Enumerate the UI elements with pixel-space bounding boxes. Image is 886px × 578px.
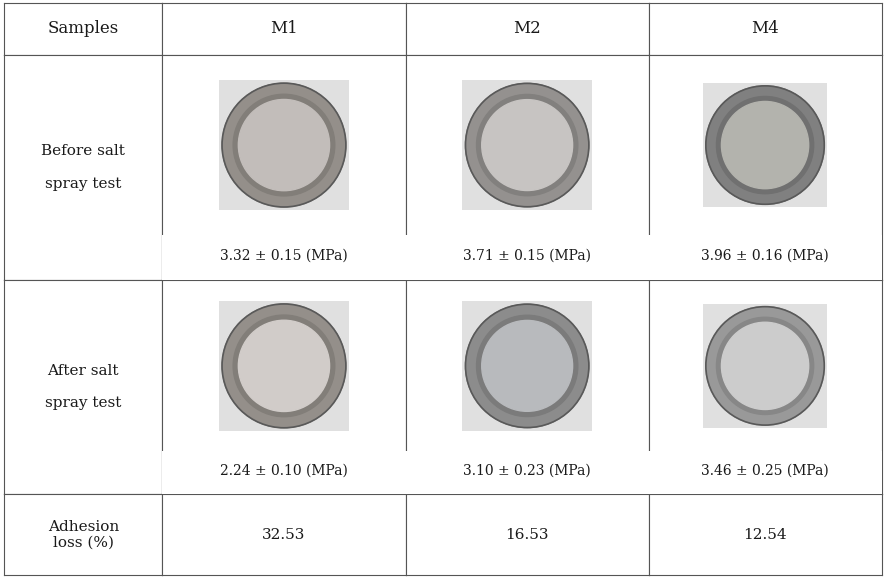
Circle shape bbox=[465, 304, 589, 428]
Text: 2.24 ± 0.10 (MPa): 2.24 ± 0.10 (MPa) bbox=[220, 464, 348, 477]
Text: Adhesion
loss (%): Adhesion loss (%) bbox=[48, 520, 119, 550]
Text: 3.46 ± 0.25 (MPa): 3.46 ± 0.25 (MPa) bbox=[701, 464, 829, 477]
Circle shape bbox=[717, 97, 813, 194]
Text: Before salt

spray test: Before salt spray test bbox=[42, 144, 125, 191]
Text: 32.53: 32.53 bbox=[262, 528, 306, 542]
Text: M2: M2 bbox=[513, 20, 541, 38]
Circle shape bbox=[721, 102, 809, 188]
Circle shape bbox=[233, 94, 335, 196]
Text: Samples: Samples bbox=[48, 20, 119, 38]
Circle shape bbox=[482, 99, 572, 191]
Text: 3.32 ± 0.15 (MPa): 3.32 ± 0.15 (MPa) bbox=[220, 249, 348, 262]
Text: 16.53: 16.53 bbox=[505, 528, 549, 542]
Circle shape bbox=[222, 304, 346, 428]
Circle shape bbox=[233, 315, 335, 417]
Circle shape bbox=[721, 323, 809, 409]
Text: M1: M1 bbox=[270, 20, 298, 38]
Circle shape bbox=[706, 86, 824, 204]
Circle shape bbox=[238, 99, 330, 191]
Text: After salt

spray test: After salt spray test bbox=[45, 364, 121, 410]
Circle shape bbox=[477, 94, 578, 196]
Text: 3.96 ± 0.16 (MPa): 3.96 ± 0.16 (MPa) bbox=[701, 249, 829, 262]
Circle shape bbox=[706, 307, 824, 425]
Circle shape bbox=[465, 83, 589, 207]
Text: 3.71 ± 0.15 (MPa): 3.71 ± 0.15 (MPa) bbox=[463, 249, 591, 262]
Circle shape bbox=[477, 315, 578, 417]
Circle shape bbox=[238, 320, 330, 412]
Circle shape bbox=[482, 320, 572, 412]
Text: M4: M4 bbox=[751, 20, 779, 38]
Circle shape bbox=[222, 83, 346, 207]
Text: 3.10 ± 0.23 (MPa): 3.10 ± 0.23 (MPa) bbox=[463, 464, 591, 477]
Text: 12.54: 12.54 bbox=[743, 528, 787, 542]
Circle shape bbox=[717, 317, 813, 414]
